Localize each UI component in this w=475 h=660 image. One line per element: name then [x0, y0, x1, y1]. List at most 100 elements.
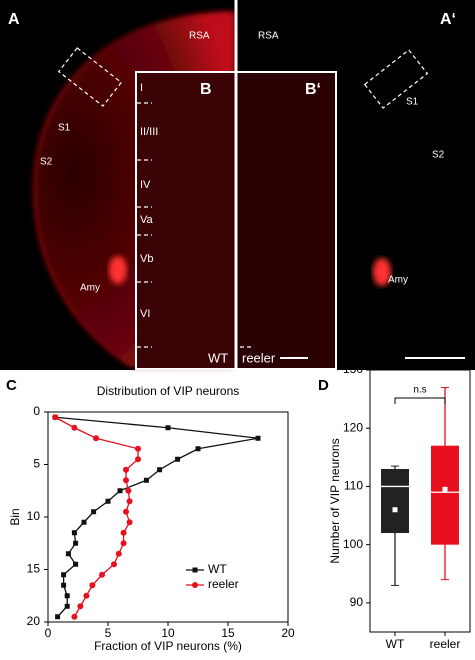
marker	[255, 435, 261, 441]
x-tick-label: WT	[386, 637, 405, 651]
marker	[123, 477, 129, 484]
marker	[52, 414, 59, 421]
s1-box	[363, 49, 429, 109]
marker	[64, 593, 70, 599]
legend-label: WT	[208, 562, 227, 576]
marker	[73, 540, 79, 546]
layer-label: VI	[140, 308, 150, 320]
marker	[175, 456, 181, 462]
series-line	[54, 416, 139, 618]
s1-box	[57, 47, 123, 107]
region-label: S2	[432, 150, 445, 161]
marker	[126, 498, 133, 505]
y-tick-label: 15	[27, 562, 41, 576]
inset-reeler	[237, 72, 336, 369]
amygdala-glow	[373, 258, 391, 286]
layer-label: I	[140, 82, 143, 94]
marker	[71, 613, 78, 620]
y-axis-label: Bin	[8, 508, 22, 525]
y-tick-label: 130	[343, 362, 363, 376]
plot-frame	[369, 369, 471, 633]
panel-label: A	[8, 11, 20, 28]
legend-marker	[192, 582, 198, 588]
panel-label: A‘	[440, 11, 456, 28]
region-label: Amy	[80, 283, 100, 294]
mean	[442, 486, 448, 492]
x-tick-label: 10	[161, 626, 175, 640]
marker	[111, 561, 117, 568]
marker	[91, 509, 97, 515]
region-label: S1	[406, 97, 419, 108]
marker	[165, 425, 171, 431]
mean	[392, 507, 398, 513]
y-tick-label: 120	[343, 420, 363, 434]
marker	[83, 592, 90, 599]
marker	[77, 603, 84, 610]
y-tick-label: 5	[33, 457, 40, 471]
micrograph: A A‘ B B‘ RSA RSA S1 S1 S2 S2 Amy Amy I …	[0, 0, 475, 370]
amygdala-glow	[109, 256, 127, 284]
marker	[126, 519, 133, 526]
marker	[61, 572, 67, 578]
significance-bracket	[394, 397, 446, 404]
panel-label: B	[200, 81, 212, 98]
genotype-label: WT	[208, 350, 228, 365]
region-label: S1	[58, 123, 71, 134]
y-tick-label: 10	[27, 509, 41, 523]
chart-title: Distribution of VIP neurons	[97, 384, 240, 398]
marker	[195, 446, 201, 452]
box	[381, 468, 409, 534]
marker	[117, 488, 123, 494]
y-tick-label: 0	[33, 404, 40, 418]
box	[431, 445, 459, 545]
x-axis-label: Fraction of VIP neurons (%)	[94, 639, 242, 653]
marker	[64, 603, 70, 609]
marker	[120, 529, 127, 536]
marker	[81, 519, 87, 525]
layer-label: IV	[140, 179, 151, 191]
marker	[123, 508, 129, 515]
region-label: RSA	[258, 31, 279, 42]
x-tick-label: 20	[281, 626, 295, 640]
y-tick-label: 90	[350, 595, 364, 609]
x-tick-label: 5	[105, 626, 112, 640]
marker	[71, 530, 77, 536]
annotation: n.s	[413, 385, 426, 396]
region-label: RSA	[189, 31, 210, 42]
panel-label: B‘	[305, 81, 321, 98]
y-tick-label: 100	[343, 537, 363, 551]
marker	[71, 424, 78, 431]
marker	[73, 561, 79, 567]
marker	[55, 614, 61, 620]
x-tick-label: reeler	[430, 637, 461, 651]
genotype-label: reeler	[242, 350, 276, 365]
marker	[115, 550, 122, 557]
marker	[143, 477, 149, 483]
marker	[135, 445, 141, 452]
region-label: S2	[40, 157, 53, 168]
x-tick-label: 0	[45, 626, 52, 640]
marker	[89, 582, 96, 589]
plot-frame	[47, 411, 289, 623]
y-axis-label: Number of VIP neurons	[328, 438, 342, 563]
legend-marker	[192, 567, 198, 573]
marker	[93, 435, 99, 442]
y-tick-label: 20	[27, 614, 41, 628]
legend-label: reeler	[208, 577, 239, 591]
marker	[120, 540, 127, 547]
inset-wt	[136, 72, 235, 369]
marker	[65, 551, 71, 557]
layer-label: II/III	[140, 126, 158, 138]
panel-label: D	[318, 377, 329, 394]
layer-label: Vb	[140, 253, 153, 265]
marker	[105, 498, 111, 504]
region-label: Amy	[388, 275, 408, 286]
marker	[61, 582, 67, 588]
y-tick-label: 110	[344, 479, 363, 493]
marker	[99, 571, 105, 578]
x-tick-label: 15	[221, 626, 235, 640]
marker	[125, 487, 132, 494]
panel-label: C	[6, 377, 17, 394]
marker	[157, 467, 163, 473]
